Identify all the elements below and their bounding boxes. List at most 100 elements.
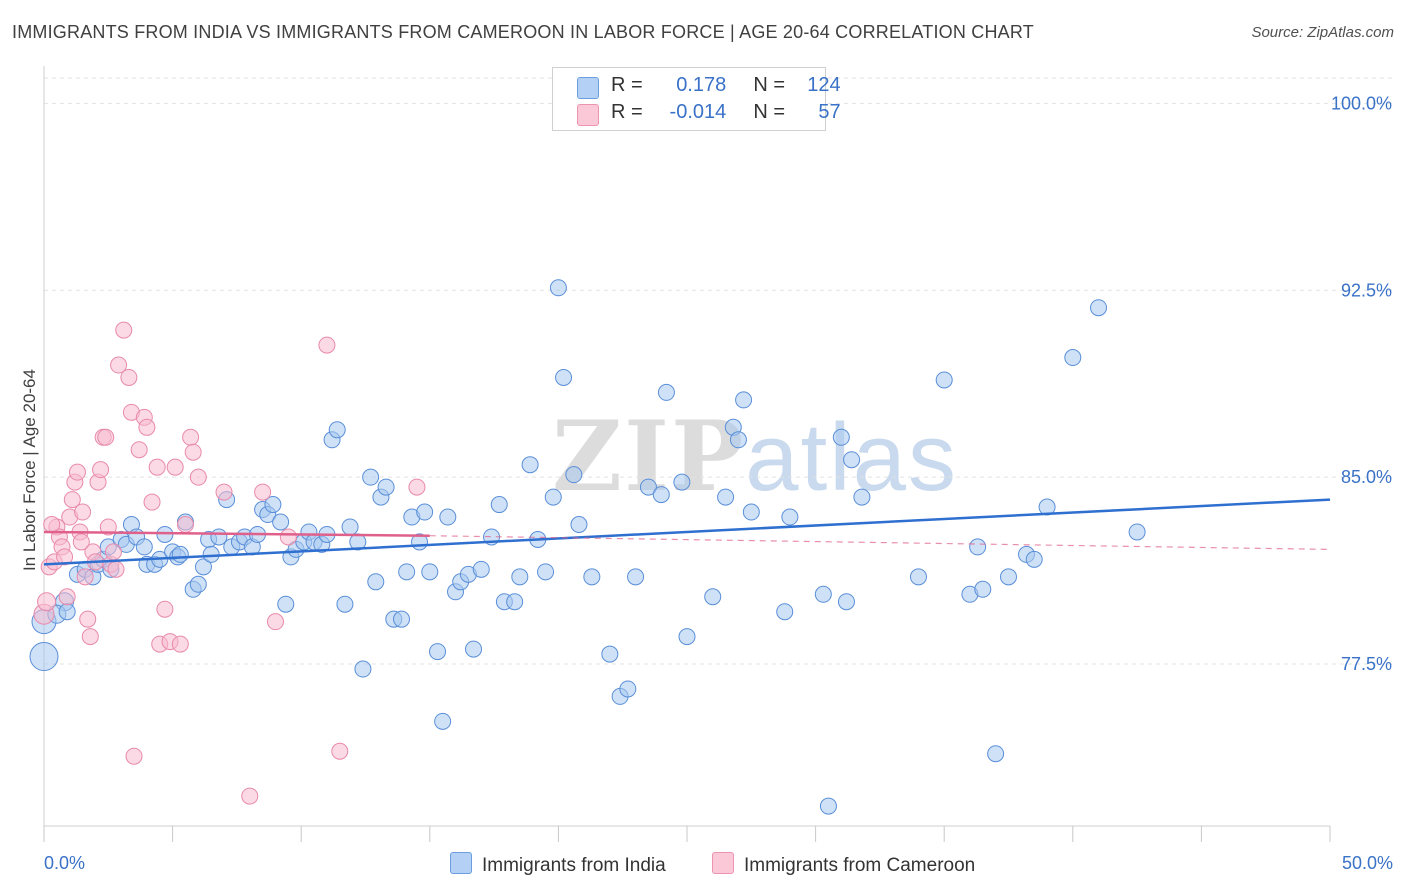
india-point <box>819 797 837 815</box>
india-point <box>341 518 359 536</box>
cameroon-point <box>176 515 194 533</box>
india-point <box>490 496 508 514</box>
y-tick-label: 77.5% <box>1341 654 1392 674</box>
india-point <box>1064 349 1082 367</box>
india-point <box>909 568 927 586</box>
india-point <box>264 496 282 514</box>
cameroon-trend-line <box>43 530 430 537</box>
india-point <box>814 585 832 603</box>
cameroon-point <box>148 458 166 476</box>
cameroon-point <box>99 518 117 536</box>
cameroon-point <box>184 443 202 461</box>
india-point <box>434 712 452 730</box>
india-point <box>853 488 871 506</box>
india-point <box>328 421 346 439</box>
cameroon-point <box>279 528 297 546</box>
cameroon-trend-extension <box>429 535 1331 551</box>
cameroon-point <box>97 428 115 446</box>
cameroon-point <box>74 503 92 521</box>
india-point <box>619 680 637 698</box>
india-point <box>1025 550 1043 568</box>
bottom-legend-india: Immigrants from India <box>450 852 666 877</box>
india-point <box>377 478 395 496</box>
india-point <box>429 643 447 661</box>
india-point <box>1090 299 1108 317</box>
cameroon-point <box>318 336 336 354</box>
india-point <box>194 558 212 576</box>
legend-swatch-india <box>577 77 599 99</box>
india-point <box>537 563 555 581</box>
y-tick-label: 85.0% <box>1341 467 1392 487</box>
india-point <box>627 568 645 586</box>
cameroon-point <box>166 458 184 476</box>
chart-title: IMMIGRANTS FROM INDIA VS IMMIGRANTS FROM… <box>12 22 1034 42</box>
india-point <box>549 279 567 297</box>
legend-r-value-india: 0.178 <box>676 74 727 96</box>
cameroon-point <box>171 635 189 653</box>
india-point <box>729 431 747 449</box>
india-point <box>156 525 174 543</box>
india-trend-line <box>43 498 1331 566</box>
cameroon-point <box>110 356 128 374</box>
india-point <box>555 368 573 386</box>
cameroon-point <box>266 613 284 631</box>
india-point <box>354 660 372 678</box>
india-point <box>416 503 434 521</box>
cameroon-point <box>104 543 122 561</box>
india-point <box>735 391 753 409</box>
cameroon-point <box>81 628 99 646</box>
legend-r-value-cameroon: -0.014 <box>669 101 727 123</box>
india-point <box>969 538 987 556</box>
india-point <box>639 478 657 496</box>
bottom-legend-label-cameroon: Immigrants from Cameroon <box>744 855 976 876</box>
legend-swatch-cameroon <box>577 104 599 126</box>
legend-n-value-india: 124 <box>807 74 841 96</box>
india-point <box>583 568 601 586</box>
india-point <box>189 575 207 593</box>
y-tick-label: 100.0% <box>1331 93 1392 113</box>
india-point <box>393 610 411 628</box>
india-point <box>135 538 153 556</box>
india-point <box>398 563 416 581</box>
india-point <box>837 593 855 611</box>
cameroon-point <box>138 418 156 436</box>
india-point <box>29 642 59 672</box>
cameroon-point <box>63 491 81 509</box>
cameroon-point <box>115 321 133 339</box>
india-point <box>472 560 490 578</box>
cameroon-point <box>72 533 90 551</box>
india-point <box>171 545 189 563</box>
india-point <box>506 593 524 611</box>
india-point <box>704 588 722 606</box>
x-tick-label: 50.0% <box>1342 853 1393 873</box>
cameroon-point <box>130 441 148 459</box>
cameroon-point <box>215 483 233 501</box>
india-point <box>742 503 760 521</box>
india-point <box>843 451 861 469</box>
india-point <box>935 371 953 389</box>
india-point <box>781 508 799 526</box>
bottom-legend-label-india: Immigrants from India <box>482 855 666 876</box>
cameroon-point <box>92 461 110 479</box>
cameroon-point <box>156 600 174 618</box>
legend-r-label: R = <box>611 101 643 123</box>
india-point <box>678 628 696 646</box>
correlation-legend: R = 0.178 N = 124 R = -0.014 N = 57 <box>552 67 841 131</box>
cameroon-point <box>241 787 259 805</box>
cameroon-point <box>76 568 94 586</box>
legend-n-label: N = <box>753 74 786 96</box>
india-point <box>439 508 457 526</box>
cameroon-point <box>331 742 349 760</box>
cameroon-point <box>254 483 272 501</box>
x-tick-label: 0.0% <box>44 853 85 873</box>
india-point <box>367 573 385 591</box>
india-point <box>521 456 539 474</box>
india-point <box>776 603 794 621</box>
india-point <box>987 745 1005 763</box>
cameroon-point <box>125 747 143 765</box>
cameroon-point <box>43 515 61 533</box>
cameroon-point <box>143 493 161 511</box>
india-point <box>511 568 529 586</box>
india-point <box>1128 523 1146 541</box>
